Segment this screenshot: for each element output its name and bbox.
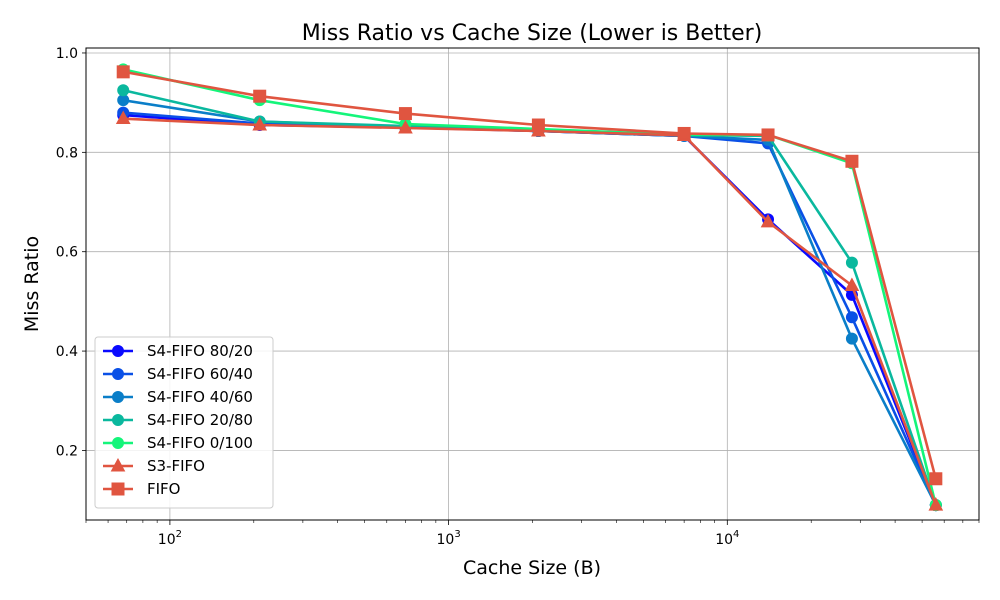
series-6 [116, 65, 943, 486]
y-axis-label: Miss Ratio [21, 236, 43, 332]
legend-label: S4-FIFO 60/40 [147, 365, 253, 383]
data-point [677, 126, 691, 140]
legend-label: FIFO [147, 480, 181, 498]
legend-entry: S4-FIFO 40/60 [103, 388, 253, 406]
legend-label: S4-FIFO 40/60 [147, 388, 253, 406]
legend-swatch-marker [112, 368, 124, 380]
series-line [123, 117, 938, 506]
legend-entry: S4-FIFO 60/40 [103, 365, 253, 383]
data-point [115, 110, 131, 125]
y-tick-label: 0.4 [56, 344, 78, 360]
x-tick-exponent: 2 [176, 529, 182, 540]
x-tick-exponent: 4 [733, 529, 739, 540]
data-point [761, 128, 775, 142]
legend-swatch-marker [112, 414, 124, 426]
y-tick-label: 0.8 [56, 145, 78, 161]
chart-title: Miss Ratio vs Cache Size (Lower is Bette… [302, 21, 763, 46]
x-tick-base: 10 [158, 532, 176, 548]
data-point [928, 497, 944, 511]
data-point [845, 311, 858, 324]
data-point [844, 277, 860, 291]
data-point [398, 107, 412, 121]
legend: S4-FIFO 80/20 S4-FIFO 60/40 S4-FIFO 40/60 S… [94, 336, 274, 509]
legend-entry: S4-FIFO 80/20 [103, 342, 253, 360]
legend-box [94, 336, 274, 509]
legend-label: S4-FIFO 20/80 [147, 411, 253, 429]
legend-swatch-marker [112, 437, 124, 449]
legend-swatch-marker [111, 482, 125, 496]
series-layer [115, 63, 944, 512]
x-tick-base: 10 [437, 532, 455, 548]
data-point [845, 154, 859, 168]
legend-swatch-marker [112, 345, 124, 357]
y-tick-label: 0.6 [56, 245, 78, 261]
legend-label: S4-FIFO 80/20 [147, 342, 253, 360]
x-tick-base: 10 [715, 532, 733, 548]
data-point [398, 119, 413, 134]
data-point [252, 116, 268, 131]
legend-swatch-marker [110, 457, 126, 472]
x-tick-label: 104 [715, 529, 739, 548]
data-point [531, 118, 545, 132]
legend-swatch-marker [112, 391, 124, 403]
legend-entry: S4-FIFO 0/100 [103, 434, 253, 452]
y-tick-label: 0.2 [56, 443, 78, 459]
data-point [929, 472, 943, 486]
legend-label: S3-FIFO [147, 457, 205, 475]
data-point [845, 332, 858, 345]
legend-entry: FIFO [103, 480, 181, 498]
series-line [122, 70, 938, 480]
data-point [117, 94, 130, 107]
data-point [116, 65, 130, 79]
data-point [253, 89, 267, 103]
legend-entry: S3-FIFO [103, 457, 205, 475]
x-axis-label: Cache Size (B) [463, 557, 601, 579]
legend-label: S4-FIFO 0/100 [147, 434, 253, 452]
x-tick-label: 103 [437, 529, 461, 548]
legend-entry: S4-FIFO 20/80 [103, 411, 253, 429]
x-tick-label: 102 [158, 529, 182, 548]
data-point [760, 213, 776, 228]
y-tick-label: 1.0 [56, 46, 78, 62]
data-point [845, 256, 858, 269]
x-tick-exponent: 3 [454, 529, 460, 540]
data-point [117, 84, 130, 97]
